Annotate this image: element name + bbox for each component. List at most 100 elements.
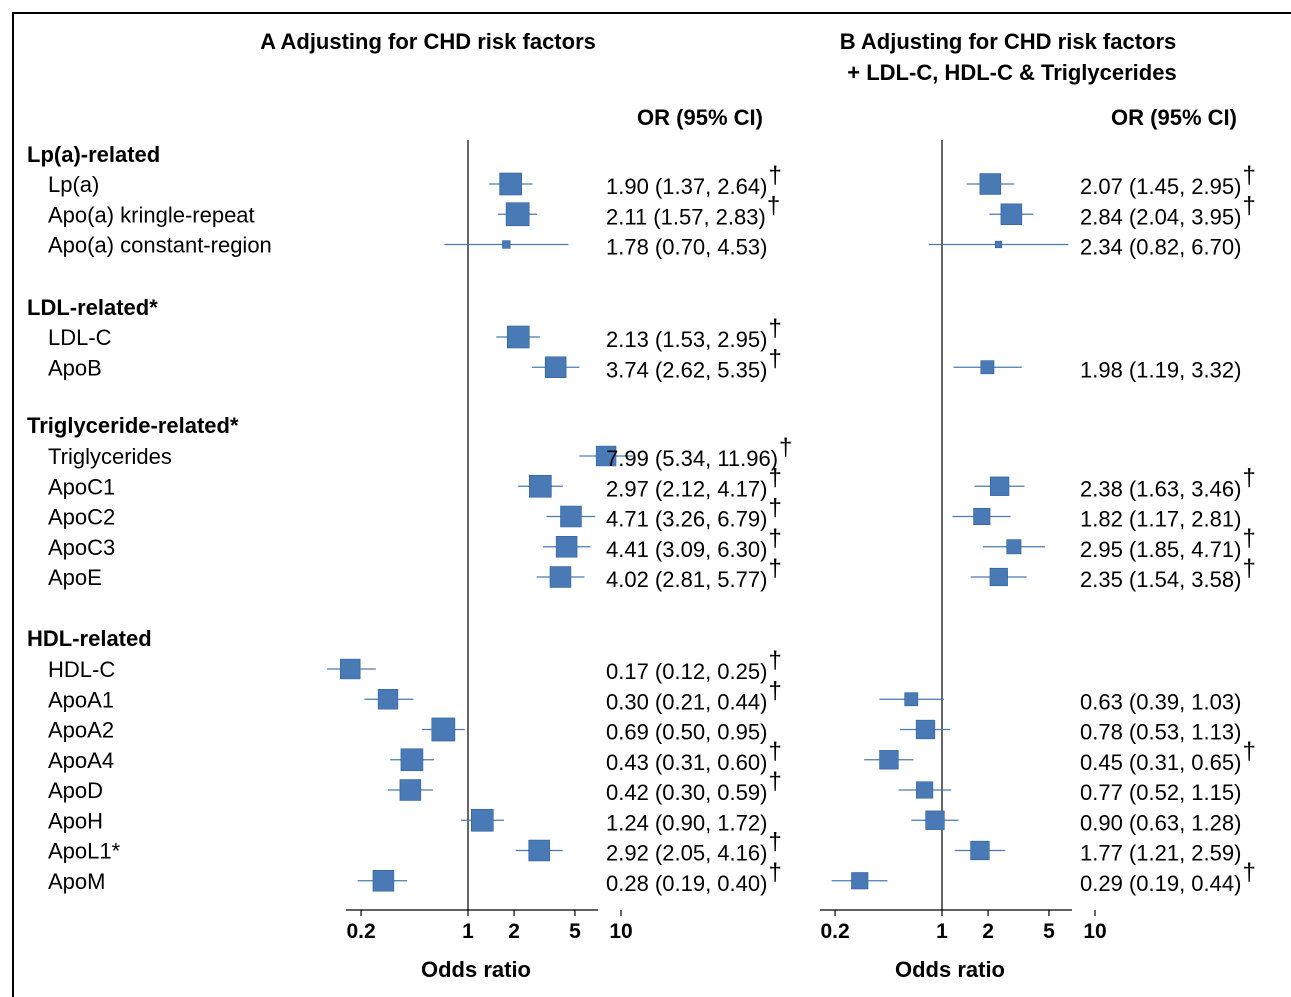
row-label: ApoB [48, 355, 102, 380]
or-value-a: 4.71 (3.26, 6.79) [606, 507, 767, 532]
or-value-b: 0.78 (0.53, 1.13) [1080, 720, 1241, 745]
significance-dagger: † [1242, 859, 1255, 886]
or-marker-b [916, 781, 934, 799]
x-tick-label-a: 1 [462, 920, 474, 943]
or-value-a: 0.17 (0.12, 0.25) [606, 659, 767, 684]
or-value-b: 2.34 (0.82, 6.70) [1080, 235, 1241, 260]
or-value-a: 1.24 (0.90, 1.72) [606, 810, 767, 835]
or-marker-b [851, 872, 869, 890]
x-tick-label-b: 2 [982, 920, 994, 943]
or-value-a: 0.69 (0.50, 0.95) [606, 720, 767, 745]
row-label: ApoD [48, 778, 103, 803]
or-value-b: 0.45 (0.31, 0.65) [1080, 750, 1241, 775]
or-marker-a [377, 689, 399, 710]
x-axis-label-b: Odds ratio [895, 957, 1005, 982]
row-label: ApoE [48, 565, 102, 590]
x-tick-label-b: 1 [936, 920, 948, 943]
or-value-a: 4.02 (2.81, 5.77) [606, 567, 767, 592]
x-tick-label-a: 10 [609, 920, 632, 943]
significance-dagger: † [768, 738, 781, 765]
significance-dagger: † [768, 768, 781, 795]
or-value-b: 0.29 (0.19, 0.44) [1080, 871, 1241, 896]
or-marker-a [431, 717, 456, 742]
significance-dagger: † [768, 315, 781, 342]
x-tick-label-a: 2 [508, 920, 520, 943]
significance-dagger: † [768, 859, 781, 886]
row-label: Apo(a) constant-region [48, 233, 272, 258]
or-marker-b [989, 567, 1008, 587]
significance-dagger: † [768, 525, 781, 552]
row-label: Triglycerides [48, 444, 172, 469]
x-axis-label-a: Odds ratio [421, 957, 531, 982]
x-tick-label-b: 5 [1043, 920, 1055, 943]
or-value-b: 1.77 (1.21, 2.59) [1080, 841, 1241, 866]
or-marker-b [915, 719, 936, 740]
or-marker-b [994, 240, 1003, 249]
or-value-a: 2.92 (2.05, 4.16) [606, 841, 767, 866]
or-value-b: 0.63 (0.39, 1.03) [1080, 689, 1241, 714]
or-marker-b [925, 810, 945, 830]
significance-dagger: † [768, 677, 781, 704]
or-value-a: 4.41 (3.09, 6.30) [606, 537, 767, 562]
or-marker-a [372, 869, 395, 892]
or-marker-b [1000, 203, 1023, 226]
or-marker-b [1006, 539, 1022, 555]
or-value-b: 2.38 (1.63, 3.46) [1080, 476, 1241, 501]
row-label: ApoA1 [48, 687, 114, 712]
significance-dagger: † [768, 647, 781, 674]
or-value-a: 0.42 (0.30, 0.59) [606, 780, 767, 805]
or-marker-b [980, 360, 995, 375]
significance-dagger: † [1242, 555, 1255, 582]
or-marker-a [340, 658, 361, 680]
panel-title-b: B Adjusting for CHD risk factors [840, 29, 1177, 54]
row-label: HDL-C [48, 657, 115, 682]
or-marker-a [560, 505, 582, 528]
or-value-a: 7.99 (5.34, 11.96) [606, 446, 778, 471]
panel-title-a: A Adjusting for CHD risk factors [260, 29, 596, 54]
row-label: ApoH [48, 808, 103, 833]
or-value-a: 2.97 (2.12, 4.17) [606, 476, 767, 501]
or-value-b: 2.35 (1.54, 3.58) [1080, 567, 1241, 592]
x-tick-label-a: 5 [569, 920, 581, 943]
group-label: Triglyceride-related* [27, 413, 239, 438]
or-value-a: 2.11 (1.57, 2.83) [606, 204, 766, 229]
or-marker-a [555, 535, 578, 558]
significance-dagger: † [779, 434, 792, 461]
row-label: ApoA4 [48, 748, 114, 773]
or-marker-a [544, 356, 567, 378]
x-tick-label-b: 10 [1083, 920, 1106, 943]
or-marker-a [506, 325, 530, 349]
or-value-a: 0.43 (0.31, 0.60) [606, 750, 767, 775]
row-label: ApoC2 [48, 505, 115, 530]
or-marker-b [904, 692, 919, 707]
x-tick-label-b: 0.2 [820, 920, 849, 943]
significance-dagger: † [768, 162, 781, 189]
or-value-b: 0.90 (0.63, 1.28) [1080, 810, 1241, 835]
significance-dagger: † [1242, 162, 1255, 189]
or-value-a: 0.28 (0.19, 0.40) [606, 871, 767, 896]
or-value-b: 2.95 (1.85, 4.71) [1080, 537, 1241, 562]
or-value-b: 0.77 (0.52, 1.15) [1080, 780, 1241, 805]
row-label: ApoC1 [48, 474, 115, 499]
significance-dagger: † [1242, 738, 1255, 765]
significance-dagger: † [1242, 464, 1255, 491]
or-marker-a [400, 748, 424, 772]
significance-dagger: † [768, 464, 781, 491]
or-marker-b [973, 507, 991, 526]
or-value-a: 2.13 (1.53, 2.95) [606, 327, 767, 352]
significance-dagger: † [768, 345, 781, 372]
or-marker-a [549, 566, 572, 588]
row-label: Apo(a) kringle-repeat [48, 202, 255, 227]
row-label: ApoC3 [48, 535, 115, 560]
or-marker-a [505, 202, 530, 227]
or-header-b: OR (95% CI) [1111, 105, 1237, 130]
or-marker-a [502, 240, 511, 249]
or-value-a: 0.30 (0.21, 0.44) [606, 689, 767, 714]
or-marker-a [529, 474, 552, 498]
or-marker-b [970, 840, 990, 861]
significance-dagger: † [768, 495, 781, 522]
or-value-b: 2.07 (1.45, 2.95) [1080, 174, 1241, 199]
group-label: Lp(a)-related [27, 142, 160, 167]
or-marker-a [399, 779, 422, 801]
significance-dagger: † [767, 192, 780, 219]
